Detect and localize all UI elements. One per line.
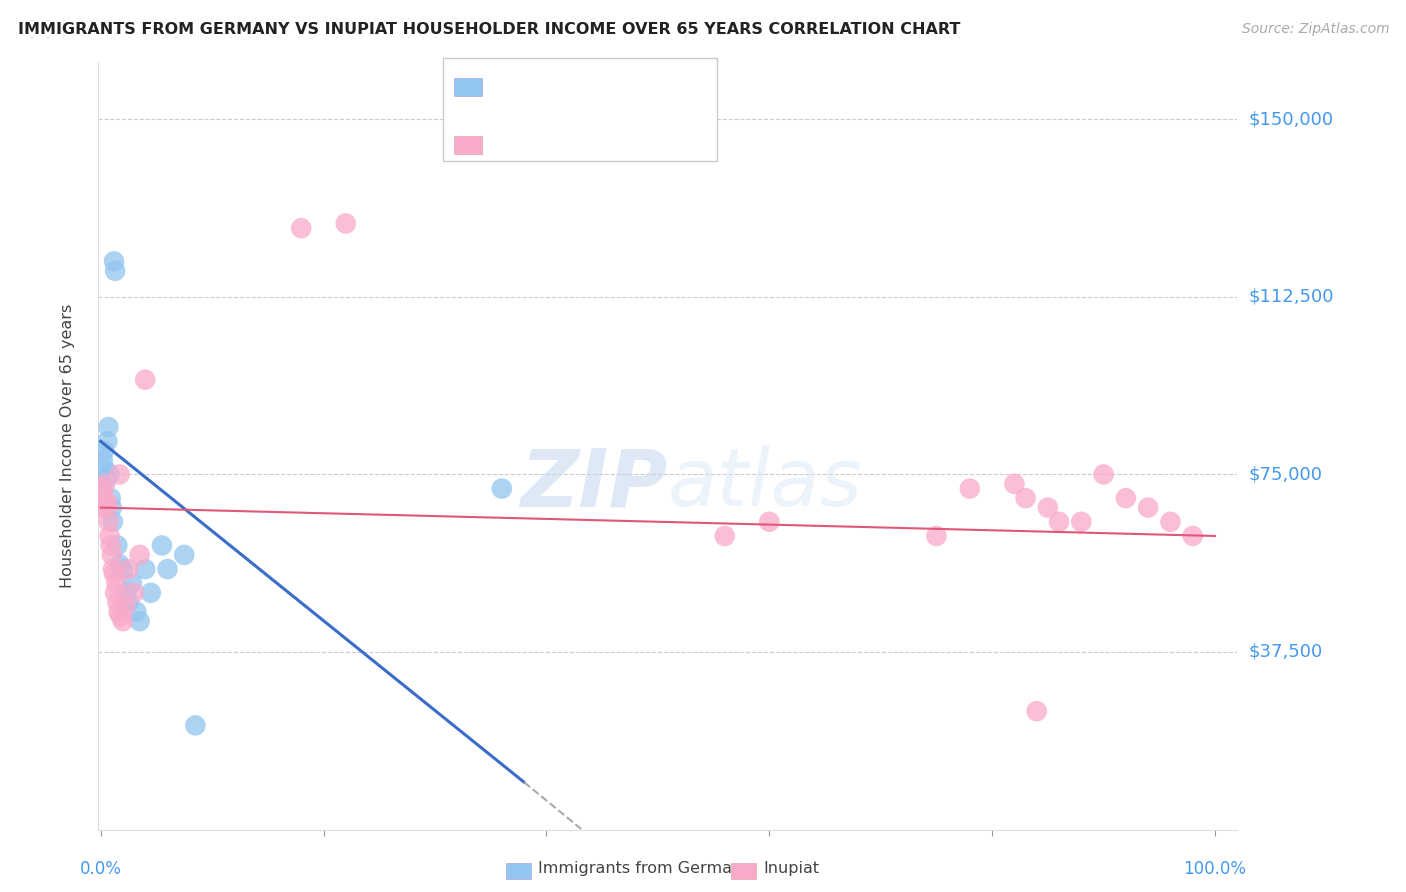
Text: $37,500: $37,500 bbox=[1249, 643, 1323, 661]
Point bbox=[107, 605, 129, 619]
Point bbox=[117, 595, 139, 609]
Text: $112,500: $112,500 bbox=[1249, 288, 1334, 306]
Text: 100.0%: 100.0% bbox=[1184, 860, 1247, 878]
Point bbox=[100, 538, 122, 552]
Text: Source: ZipAtlas.com: Source: ZipAtlas.com bbox=[1241, 22, 1389, 37]
Point bbox=[94, 476, 117, 491]
Point bbox=[117, 562, 139, 576]
Point bbox=[105, 595, 128, 609]
Point bbox=[290, 221, 312, 235]
Text: 28: 28 bbox=[645, 78, 668, 96]
Point bbox=[108, 467, 131, 482]
Point bbox=[1092, 467, 1115, 482]
Point bbox=[104, 264, 127, 278]
Point bbox=[128, 548, 150, 562]
Point bbox=[1159, 515, 1181, 529]
Point bbox=[97, 515, 120, 529]
Text: R =: R = bbox=[494, 78, 530, 96]
Text: $150,000: $150,000 bbox=[1249, 111, 1333, 128]
Point bbox=[93, 443, 115, 458]
Point bbox=[101, 562, 124, 576]
Point bbox=[959, 482, 981, 496]
Text: IMMIGRANTS FROM GERMANY VS INUPIAT HOUSEHOLDER INCOME OVER 65 YEARS CORRELATION : IMMIGRANTS FROM GERMANY VS INUPIAT HOUSE… bbox=[18, 22, 960, 37]
Point bbox=[1014, 491, 1036, 505]
Point bbox=[925, 529, 948, 543]
Text: Immigrants from Germany: Immigrants from Germany bbox=[538, 862, 752, 876]
Text: 41: 41 bbox=[645, 136, 668, 154]
Point bbox=[125, 605, 148, 619]
Y-axis label: Householder Income Over 65 years: Householder Income Over 65 years bbox=[60, 304, 75, 588]
Point bbox=[1036, 500, 1059, 515]
Text: 0.0%: 0.0% bbox=[80, 860, 121, 878]
Point bbox=[1025, 704, 1047, 718]
Text: -0.433: -0.433 bbox=[527, 78, 586, 96]
Point bbox=[128, 614, 150, 628]
Point bbox=[98, 529, 121, 543]
Text: $75,000: $75,000 bbox=[1249, 466, 1323, 483]
Point bbox=[91, 453, 114, 467]
Point bbox=[98, 467, 121, 482]
Point bbox=[103, 254, 125, 268]
Point bbox=[108, 558, 131, 572]
Point bbox=[173, 548, 195, 562]
Point bbox=[96, 472, 118, 486]
Point bbox=[1115, 491, 1137, 505]
Text: Inupiat: Inupiat bbox=[763, 862, 820, 876]
Point bbox=[91, 482, 114, 496]
Point bbox=[101, 548, 124, 562]
Point bbox=[96, 434, 118, 449]
Point bbox=[1181, 529, 1204, 543]
Point bbox=[90, 482, 112, 496]
Point bbox=[1047, 515, 1070, 529]
Point bbox=[94, 463, 117, 477]
Text: atlas: atlas bbox=[668, 445, 863, 524]
Point bbox=[96, 500, 118, 515]
Point bbox=[134, 373, 156, 387]
Point bbox=[105, 576, 128, 591]
Point bbox=[114, 599, 136, 614]
Point bbox=[93, 491, 115, 505]
Point bbox=[101, 500, 124, 515]
Point bbox=[156, 562, 179, 576]
Point bbox=[150, 538, 173, 552]
Point bbox=[110, 609, 132, 624]
Text: N =: N = bbox=[600, 136, 648, 154]
Point bbox=[122, 586, 145, 600]
Point bbox=[115, 586, 138, 600]
Point bbox=[90, 500, 112, 515]
Point bbox=[758, 515, 780, 529]
Point bbox=[139, 586, 162, 600]
Point bbox=[1070, 515, 1092, 529]
Point bbox=[1137, 500, 1160, 515]
Point bbox=[97, 420, 120, 434]
Point bbox=[105, 538, 128, 552]
Point bbox=[101, 515, 124, 529]
Text: ZIP: ZIP bbox=[520, 445, 668, 524]
Point bbox=[103, 566, 125, 581]
Point bbox=[111, 562, 134, 576]
Point bbox=[491, 482, 513, 496]
Point bbox=[121, 576, 143, 591]
Text: N =: N = bbox=[600, 78, 648, 96]
Point bbox=[335, 216, 357, 230]
Point bbox=[100, 491, 122, 505]
Text: -0.102: -0.102 bbox=[527, 136, 586, 154]
Text: R =: R = bbox=[494, 136, 530, 154]
Point bbox=[184, 718, 207, 732]
Point bbox=[96, 496, 118, 510]
Point bbox=[104, 586, 127, 600]
Point bbox=[111, 614, 134, 628]
Point bbox=[713, 529, 735, 543]
Point bbox=[1002, 476, 1025, 491]
Point bbox=[134, 562, 156, 576]
